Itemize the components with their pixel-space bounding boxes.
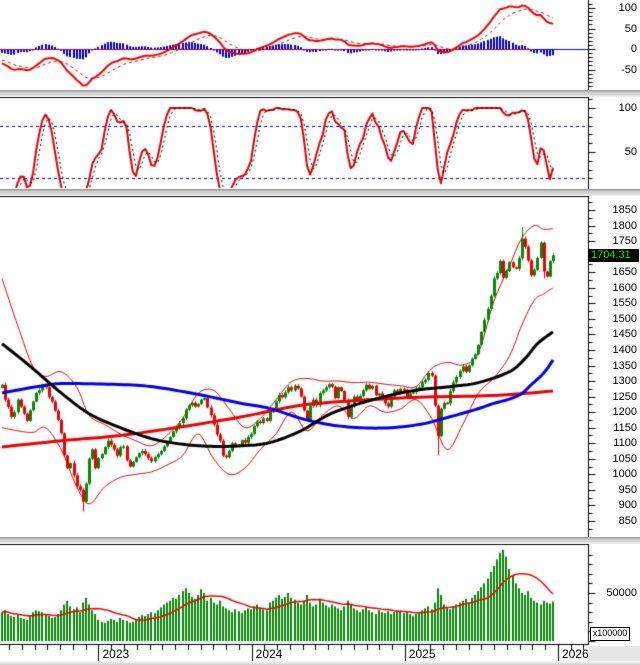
price-axis-label: 1100 [613,437,637,450]
price-axis-label: 1600 [612,281,637,294]
price-axis-label: 1350 [612,359,637,372]
price-panel[interactable] [0,196,588,536]
price-axis-label: 1250 [612,390,637,403]
price-axis-label: 1750 [612,235,637,248]
year-label: 2024 [255,647,283,661]
bottom-right-corner [589,646,640,665]
price-axis-label: 1500 [612,312,637,325]
price-axis-label: 1200 [612,406,637,419]
price-axis-label: 1050 [612,452,637,465]
macd-axis-label: 0 [630,43,637,55]
macd-panel[interactable] [0,0,588,89]
year-label: 2023 [102,647,130,661]
price-axis-label: 1400 [612,343,637,356]
macd-axis-label: -50 [621,63,637,76]
price-axis-label: 1800 [612,219,637,232]
price-axis-label: 900 [618,499,637,512]
volume-panel[interactable] [0,544,588,644]
price-axis-label: 1850 [612,204,637,216]
macd-axis-label: 50 [624,22,637,35]
price-axis-label: 1300 [612,375,637,388]
panel-splitter[interactable] [0,90,640,97]
stochastic-axis-label: 100 [618,102,637,114]
price-axis-label: 1450 [612,328,637,341]
macd-axis-label: 100 [618,2,637,14]
volume-multiplier-text: x100000 [592,628,628,638]
stochastic-panel[interactable] [0,97,588,188]
price-axis-label: 850 [618,515,637,527]
price-axis-label: 950 [618,483,637,496]
volume-multiplier-label: x100000 [590,627,630,641]
panel-splitter[interactable] [0,189,640,196]
panel-splitter[interactable] [0,537,640,544]
volume-axis-label: 50000 [606,587,637,599]
price-axis-label: 1150 [613,421,637,434]
year-label: 2025 [408,647,436,661]
price-axis-label: 1550 [612,297,637,310]
time-axis[interactable] [0,645,588,661]
last-price-value: 1704.31 [591,249,631,261]
window-bottom-edge [0,661,640,665]
year-label: 2026 [561,647,589,661]
last-price-badge: 1704.31 [588,249,639,262]
price-axis-label: 1650 [612,266,637,279]
price-axis-label: 1000 [612,468,637,481]
stochastic-axis-label: 50 [624,146,637,158]
